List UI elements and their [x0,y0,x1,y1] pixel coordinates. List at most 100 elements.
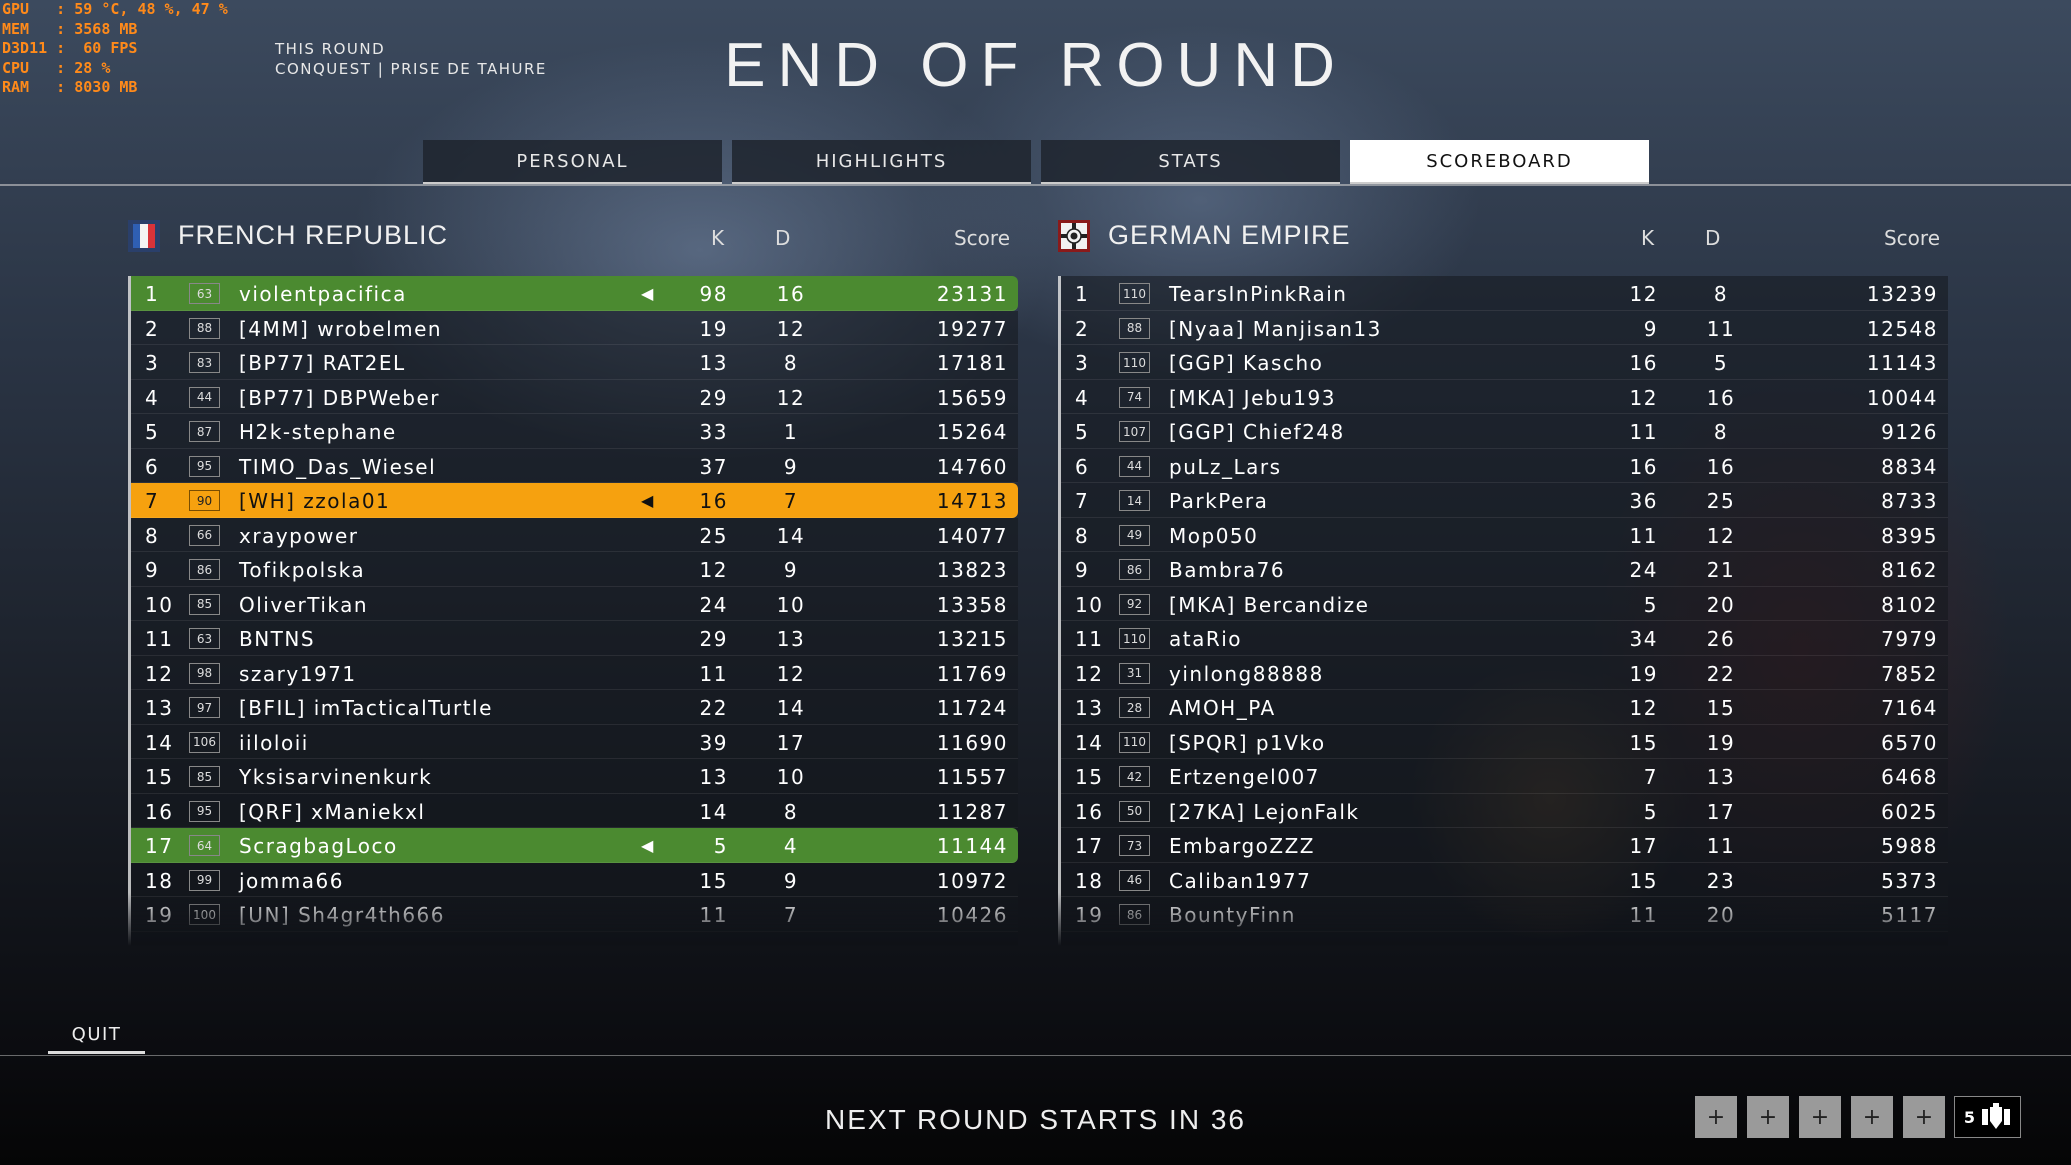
team-french-republic: FRENCH REPUBLIC K D Score 1 63 violentpaci… [128,212,1018,946]
player-name: szary1971 [239,661,357,686]
player-level-badge: 64 [189,835,220,856]
player-row[interactable]: 14 106 iiloloii 39 17 11690 [131,724,1018,759]
player-row[interactable]: 5 107 [GGP] Chief248 11 8 9126 [1061,414,1948,449]
player-name: Mop050 [1169,523,1259,548]
player-score: 8733 [1881,489,1938,513]
add-squad-slot-button[interactable]: + [1747,1096,1789,1138]
player-row[interactable]: 11 110 ataRio 34 26 7979 [1061,621,1948,656]
player-row[interactable]: 9 86 Bambra76 24 21 8162 [1061,552,1948,587]
add-squad-slot-button[interactable]: + [1851,1096,1893,1138]
tab-scoreboard[interactable]: SCOREBOARD [1350,140,1649,184]
player-row[interactable]: 6 95 TIMO_Das_Wiesel 37 9 14760 [131,448,1018,483]
deaths-header[interactable]: D [775,226,791,250]
player-row[interactable]: 7 90 [WH] zzola01 ◀ 16 7 14713 [131,483,1018,518]
kills-header[interactable]: K [711,226,725,250]
player-row[interactable]: 15 85 Yksisarvinenkurk 13 10 11557 [131,759,1018,794]
player-row[interactable]: 12 98 szary1971 11 12 11769 [131,655,1018,690]
player-row[interactable]: 1 110 TearsInPinkRain 12 8 13239 [1061,276,1948,311]
player-row[interactable]: 16 50 [27KA] LejonFalk 5 17 6025 [1061,793,1948,828]
player-kills: 98 [699,282,728,306]
player-row[interactable]: 1 63 violentpacifica ◀ 98 16 23131 [131,276,1018,311]
player-row[interactable]: 15 42 Ertzengel007 7 13 6468 [1061,759,1948,794]
player-level-badge: 86 [1119,559,1150,580]
player-row[interactable]: 5 87 H2k-stephane 33 1 15264 [131,414,1018,449]
score-header[interactable]: Score [1883,226,1940,250]
player-deaths: 26 [1706,627,1736,651]
player-score: 11144 [936,834,1008,858]
player-row[interactable]: 3 110 [GGP] Kascho 16 5 11143 [1061,345,1948,380]
player-level-badge: 110 [1119,731,1150,753]
player-deaths: 8 [1713,420,1729,444]
player-row[interactable]: 10 92 [MKA] Bercandize 5 20 8102 [1061,586,1948,621]
player-score: 10044 [1866,385,1938,410]
player-kills: 29 [699,385,728,410]
player-row[interactable]: 16 95 [QRF] xManiekxl 14 8 11287 [131,793,1018,828]
french-flag-icon [128,220,160,252]
player-row[interactable]: 14 110 [SPQR] p1Vko 15 19 6570 [1061,724,1948,759]
player-rank: 1 [145,282,160,306]
player-row[interactable]: 18 99 jomma66 15 9 10972 [131,862,1018,897]
player-level-badge: 110 [1119,352,1150,373]
player-row[interactable]: 7 14 ParkPera 36 25 8733 [1061,483,1948,518]
player-level-badge: 85 [189,593,220,615]
player-kills: 17 [1629,834,1658,858]
player-score: 15659 [936,385,1008,410]
player-list[interactable]: 1 110 TearsInPinkRain 12 8 13239 2 88 [Nyaa] Man… [1058,276,1948,946]
player-rank: 15 [1075,765,1104,789]
tab-highlights[interactable]: HIGHLIGHTS [732,140,1031,184]
player-kills: 7 [1643,765,1658,789]
player-row[interactable]: 10 85 OliverTikan 24 10 13358 [131,586,1018,621]
add-squad-slot-button[interactable]: + [1695,1096,1737,1138]
osd-mem: MEM : 3568 MB [2,19,138,38]
add-squad-slot-button[interactable]: + [1903,1096,1945,1138]
player-name: ataRio [1169,627,1243,651]
score-header[interactable]: Score [953,226,1010,250]
squad-button[interactable]: 5 [1954,1096,2021,1138]
player-level-badge: 110 [1119,283,1150,304]
kills-header[interactable]: K [1641,226,1655,250]
player-score: 12548 [1866,316,1938,341]
player-row[interactable]: 18 46 Caliban1977 15 23 5373 [1061,862,1948,897]
player-row[interactable]: 4 44 [BP77] DBPWeber 29 12 15659 [131,379,1018,414]
player-row[interactable]: 19 100 [UN] Sh4gr4th666 11 7 10426 [131,897,1018,932]
player-level-badge: 97 [189,697,220,718]
player-kills: 5 [1643,592,1658,617]
player-row[interactable]: 3 83 [BP77] RAT2EL 13 8 17181 [131,345,1018,380]
player-deaths: 10 [776,592,806,617]
add-squad-slot-button[interactable]: + [1799,1096,1841,1138]
player-list[interactable]: 1 63 violentpacifica ◀ 98 16 23131 2 88 [4MM] wro… [128,276,1018,946]
player-row[interactable]: 12 31 yinlong88888 19 22 7852 [1061,655,1948,690]
player-score: 8834 [1881,454,1938,479]
player-deaths: 5 [1713,351,1729,375]
player-level-badge: 63 [189,283,220,304]
deaths-header[interactable]: D [1705,226,1721,250]
player-row[interactable]: 9 86 Tofikpolska 12 9 13823 [131,552,1018,587]
player-row[interactable]: 17 73 EmbargoZZZ 17 11 5988 [1061,828,1948,863]
player-rank: 12 [1075,661,1104,686]
player-row[interactable]: 11 63 BNTNS 29 13 13215 [131,621,1018,656]
quit-button[interactable]: QUIT [48,1018,145,1054]
player-row[interactable]: 4 74 [MKA] Jebu193 12 16 10044 [1061,379,1948,414]
player-score: 15264 [936,420,1008,444]
player-row[interactable]: 17 64 ScragbagLoco ◀ 5 4 11144 [131,828,1018,863]
tab-stats[interactable]: STATS [1041,140,1340,184]
player-deaths: 15 [1706,696,1736,720]
player-row[interactable]: 13 97 [BFIL] imTacticalTurtle 22 14 11724 [131,690,1018,725]
player-row-partial[interactable] [131,931,1018,946]
player-rank: 8 [1075,523,1090,548]
player-rank: 6 [145,454,160,479]
player-row[interactable]: 6 44 puLz_Lars 16 16 8834 [1061,448,1948,483]
player-kills: 19 [699,316,728,341]
player-kills: 11 [699,903,728,927]
player-deaths: 14 [776,523,806,548]
player-rank: 18 [145,868,174,893]
player-row[interactable]: 8 49 Mop050 11 12 8395 [1061,517,1948,552]
player-row-partial[interactable] [1061,931,1948,946]
player-row[interactable]: 13 28 AMOH_PA 12 15 7164 [1061,690,1948,725]
player-kills: 11 [1629,903,1658,927]
player-row[interactable]: 2 88 [4MM] wrobelmen 19 12 19277 [131,310,1018,345]
player-row[interactable]: 2 88 [Nyaa] Manjisan13 9 11 12548 [1061,310,1948,345]
tab-personal[interactable]: PERSONAL [423,140,722,184]
player-row[interactable]: 8 66 xraypower 25 14 14077 [131,517,1018,552]
player-row[interactable]: 19 86 BountyFinn 11 20 5117 [1061,897,1948,932]
